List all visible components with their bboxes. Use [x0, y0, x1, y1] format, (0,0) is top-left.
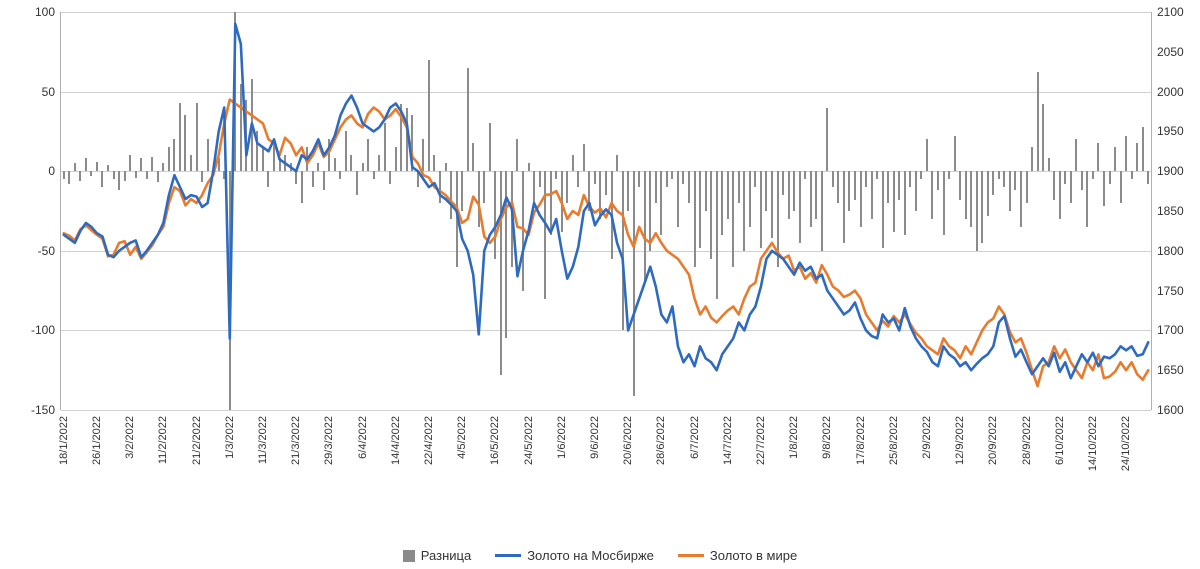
chart-container: -150 -100 -50 0 50 100 1600 1650 1700 1750 1800 18… — [0, 0, 1200, 569]
y-left-tick-label: 100 — [35, 5, 55, 19]
legend-item-bars: Разница — [403, 548, 471, 563]
x-tick-label: 21/2/2022 — [191, 416, 203, 465]
y-right-tick-label: 1900 — [1157, 164, 1184, 178]
x-tick-label: 17/8/2022 — [855, 416, 867, 465]
x-tick-label: 1/6/2022 — [556, 416, 568, 459]
x-tick-label: 2/9/2022 — [921, 416, 933, 459]
line-series — [61, 12, 1151, 410]
y-right-tick-label: 1750 — [1157, 284, 1184, 298]
x-tick-label: 11/2/2022 — [157, 416, 169, 464]
gridline — [61, 410, 1151, 411]
x-tick-label: 16/5/2022 — [489, 416, 501, 465]
x-tick-label: 6/4/2022 — [357, 416, 369, 459]
legend-swatch-icon — [678, 554, 704, 557]
y-right-tick-label: 1650 — [1157, 363, 1184, 377]
legend-item-world: Золото в мире — [678, 548, 797, 563]
y-right-tick-label: 1700 — [1157, 323, 1184, 337]
x-tick-label: 12/9/2022 — [954, 416, 966, 465]
plot-area: -150-100-50050100 1600165017001750180018… — [60, 12, 1152, 410]
y-left-tick-label: -100 — [31, 323, 55, 337]
x-tick-label: 4/5/2022 — [456, 416, 468, 459]
legend-swatch-icon — [495, 554, 521, 557]
x-tick-label: 20/9/2022 — [987, 416, 999, 465]
x-tick-label: 1/3/2022 — [224, 416, 236, 459]
x-tick-label: 9/8/2022 — [821, 416, 833, 459]
legend-label: Золото на Мосбирже — [527, 548, 654, 563]
x-tick-label: 24/5/2022 — [523, 416, 535, 465]
x-tick-label: 14/7/2022 — [722, 416, 734, 465]
y-right-tick-label: 1600 — [1157, 403, 1184, 417]
x-tick-label: 6/7/2022 — [689, 416, 701, 459]
y-left-tick-label: 0 — [48, 164, 55, 178]
y-right-tick-label: 1950 — [1157, 124, 1184, 138]
y-right-tick-label: 2000 — [1157, 85, 1184, 99]
y-right-tick-label: 1850 — [1157, 204, 1184, 218]
x-tick-label: 21/3/2022 — [290, 416, 302, 465]
x-tick-label: 25/8/2022 — [888, 416, 900, 465]
x-tick-label: 3/2/2022 — [124, 416, 136, 459]
legend-label: Золото в мире — [710, 548, 797, 563]
x-tick-label: 6/10/2022 — [1054, 416, 1066, 465]
y-left-tick-label: 50 — [42, 85, 55, 99]
x-tick-label: 18/1/2022 — [58, 416, 70, 465]
x-tick-label: 26/1/2022 — [91, 416, 103, 465]
x-tick-label: 11/3/2022 — [257, 416, 269, 464]
x-tick-label: 29/3/2022 — [323, 416, 335, 465]
x-tick-label: 9/6/2022 — [589, 416, 601, 459]
y-left-tick-label: -150 — [31, 403, 55, 417]
x-tick-label: 1/8/2022 — [788, 416, 800, 459]
legend-swatch-icon — [403, 550, 415, 562]
x-tick-label: 14/10/2022 — [1087, 416, 1099, 471]
x-tick-label: 24/10/2022 — [1120, 416, 1132, 471]
x-tick-label: 20/6/2022 — [622, 416, 634, 465]
x-tick-label: 28/6/2022 — [655, 416, 667, 465]
legend-item-mos: Золото на Мосбирже — [495, 548, 654, 563]
y-right-tick-label: 2050 — [1157, 45, 1184, 59]
y-left-tick-label: -50 — [38, 244, 55, 258]
x-tick-label: 22/4/2022 — [423, 416, 435, 465]
y-right-tick-label: 2100 — [1157, 5, 1184, 19]
x-tick-label: 14/4/2022 — [390, 416, 402, 465]
legend-label: Разница — [421, 548, 471, 563]
x-tick-label: 28/9/2022 — [1021, 416, 1033, 465]
x-tick-label: 22/7/2022 — [755, 416, 767, 465]
y-right-tick-label: 1800 — [1157, 244, 1184, 258]
legend: Разница Золото на Мосбирже Золото в мире — [0, 548, 1200, 563]
